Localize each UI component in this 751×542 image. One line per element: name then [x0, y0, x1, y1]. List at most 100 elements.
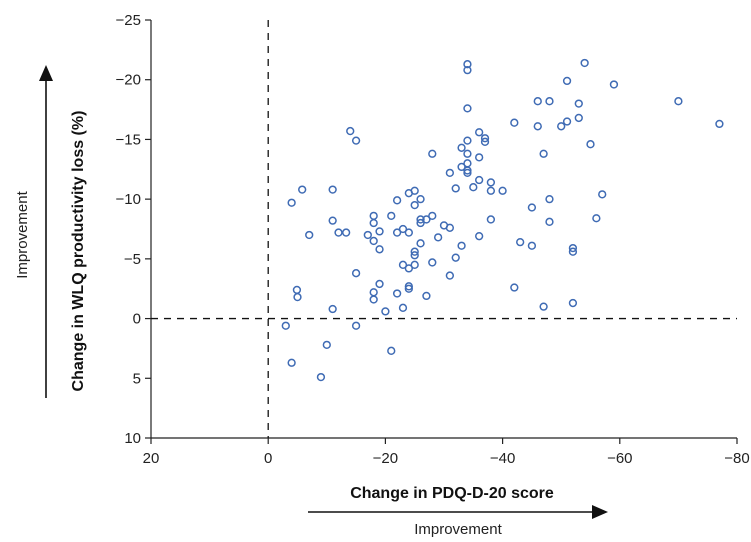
- data-point: [281, 321, 290, 330]
- data-point: [451, 253, 460, 262]
- data-point: [527, 241, 537, 250]
- data-point: [351, 269, 361, 278]
- data-point: [516, 237, 525, 247]
- data-point: [369, 211, 378, 221]
- x-improvement-arrowhead-icon: [592, 505, 608, 519]
- data-point: [475, 232, 484, 241]
- data-point: [351, 136, 361, 145]
- data-point: [341, 228, 351, 237]
- data-point: [486, 178, 496, 187]
- data-point: [387, 211, 396, 221]
- data-point: [375, 245, 384, 254]
- data-point: [292, 285, 302, 295]
- y-tick-label: −25: [116, 12, 141, 29]
- data-point: [674, 97, 683, 106]
- data-point: [510, 118, 519, 127]
- data-point: [463, 159, 472, 168]
- x-improvement-annotation: Improvement: [308, 505, 608, 538]
- data-point: [433, 233, 443, 242]
- data-point: [369, 295, 378, 304]
- data-point: [486, 186, 496, 195]
- data-point: [539, 302, 548, 311]
- data-point: [410, 186, 419, 195]
- data-point: [387, 346, 396, 355]
- y-improvement-annotation: Improvement: [14, 65, 53, 398]
- data-point: [428, 211, 437, 221]
- data-point: [328, 216, 337, 225]
- data-point: [328, 185, 337, 194]
- data-point: [416, 218, 425, 228]
- data-point: [715, 119, 724, 129]
- data-point: [298, 185, 307, 194]
- data-point: [451, 184, 460, 193]
- data-point: [557, 122, 566, 131]
- data-point: [480, 134, 490, 143]
- y-axis-title: Change in WLQ productivity loss (%): [70, 111, 87, 392]
- data-point: [398, 224, 408, 234]
- data-point: [422, 215, 431, 224]
- data-point: [392, 289, 402, 298]
- x-tick-label: −20: [373, 450, 398, 467]
- data-point: [328, 304, 337, 314]
- data-point: [545, 194, 554, 204]
- data-point: [392, 196, 402, 205]
- data-point: [475, 128, 484, 137]
- data-point: [527, 203, 537, 212]
- data-point: [416, 215, 425, 224]
- data-point: [457, 143, 466, 152]
- data-point: [375, 279, 384, 289]
- data-point: [580, 58, 589, 68]
- data-point: [293, 292, 302, 302]
- data-point: [410, 200, 419, 210]
- data-point: [334, 228, 343, 237]
- data-point: [369, 218, 378, 228]
- data-point: [410, 247, 419, 256]
- data-point: [463, 66, 472, 75]
- data-point: [545, 97, 554, 106]
- data-point: [410, 251, 419, 260]
- x-tick-label: 20: [143, 450, 160, 467]
- data-point: [422, 291, 431, 301]
- data-point: [498, 186, 507, 195]
- data-point: [287, 198, 296, 207]
- data-point: [457, 162, 466, 172]
- data-point: [562, 117, 572, 126]
- data-point: [369, 288, 378, 297]
- x-tick-label: −40: [490, 450, 515, 467]
- data-point: [363, 230, 372, 240]
- data-point: [574, 99, 583, 108]
- y-tick-label: −5: [124, 251, 141, 268]
- data-point: [428, 258, 437, 267]
- data-point: [404, 284, 413, 293]
- data-point: [586, 140, 595, 149]
- data-point: [398, 260, 408, 269]
- data-point: [404, 228, 413, 237]
- data-point: [410, 260, 419, 269]
- data-point: [381, 307, 390, 316]
- y-improvement-label: Improvement: [14, 190, 31, 278]
- data-point: [457, 241, 466, 250]
- x-tick-label: −60: [607, 450, 632, 467]
- data-point: [568, 247, 578, 256]
- data-point: [346, 126, 355, 136]
- x-tick-label: 0: [264, 450, 272, 467]
- y-tick-label: 10: [124, 430, 141, 447]
- data-point: [428, 149, 437, 158]
- data-point: [445, 168, 455, 178]
- data-point: [445, 223, 455, 232]
- data-point: [322, 340, 331, 349]
- data-point: [592, 214, 601, 223]
- data-point: [416, 239, 425, 248]
- data-point: [375, 227, 384, 236]
- data-point: [533, 97, 542, 106]
- data-point: [539, 149, 548, 158]
- data-point: [463, 168, 472, 178]
- data-point: [463, 166, 472, 175]
- x-axis-title: Change in PDQ-D-20 score: [350, 485, 554, 502]
- data-point: [404, 282, 413, 291]
- y-tick-label: 0: [133, 311, 141, 328]
- data-point: [463, 149, 472, 158]
- data-points: [281, 58, 724, 382]
